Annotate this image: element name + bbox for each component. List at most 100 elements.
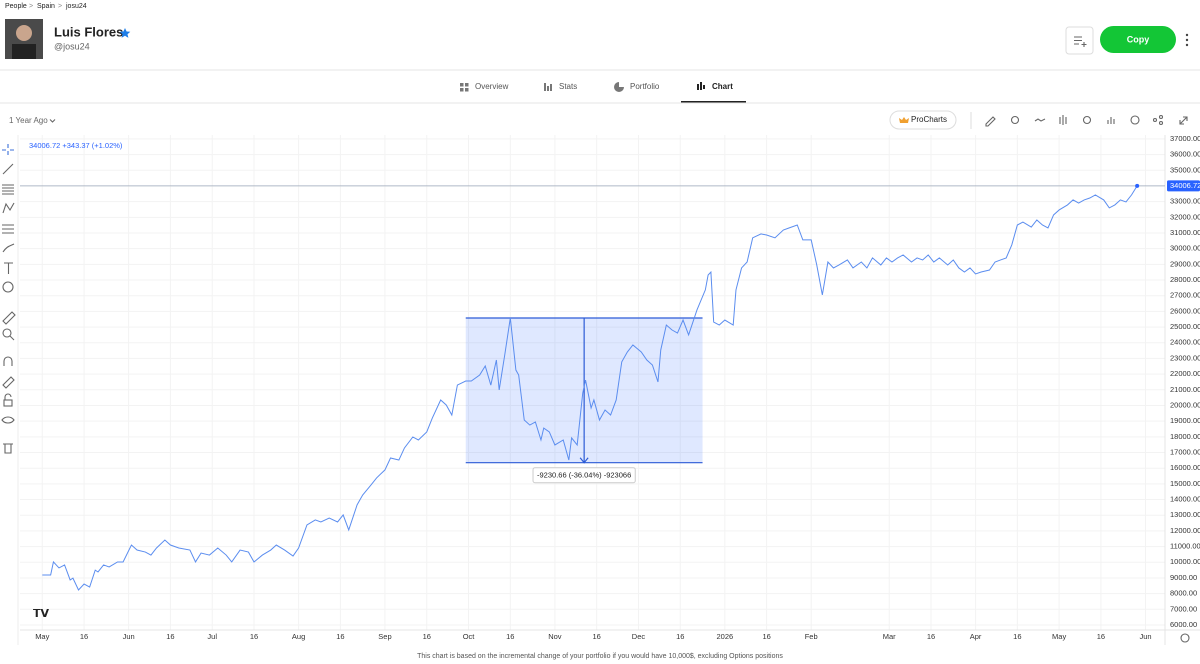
- chevron: [49, 119, 56, 123]
- tab-icon: [460, 83, 469, 92]
- tab-icon: [614, 82, 624, 92]
- x-tick-label: Feb: [805, 632, 818, 641]
- measure-label-bg: [532, 467, 636, 484]
- footer-note: This chart is based on the incremental c…: [417, 653, 783, 660]
- y-tick-label: 10000.00: [1170, 557, 1200, 566]
- procharts-label: ProCharts: [911, 115, 947, 124]
- y-tick-label: 27000.00: [1170, 291, 1200, 300]
- tab-active[interactable]: Chart: [712, 82, 733, 91]
- breadcrumb-item: josu24: [65, 3, 87, 10]
- copy-button[interactable]: [1100, 26, 1176, 53]
- y-tick-label: 22000.00: [1170, 369, 1200, 378]
- y-tick-label: 9000.00: [1170, 573, 1197, 582]
- settings-icon[interactable]: [1180, 633, 1190, 643]
- x-tick-label: Oct: [463, 632, 476, 641]
- x-tick-label: Mar: [883, 632, 896, 641]
- x-tick-label: Jun: [123, 632, 135, 641]
- toolbar-icons[interactable]: [985, 114, 1188, 127]
- x-tick-label: Apr: [970, 632, 982, 641]
- x-tick-label: 2026: [716, 632, 733, 641]
- y-tick-label: 37000.00: [1170, 134, 1200, 143]
- measure-arrow: [579, 317, 589, 464]
- y-tick-label: 30000.00: [1170, 244, 1200, 253]
- copy-label: Copy: [1127, 34, 1150, 44]
- y-tick-label: 11000.00: [1170, 542, 1200, 551]
- chart-legend: 34006.72 +343.37 (+1.02%): [29, 141, 123, 150]
- x-tick-label: 16: [506, 632, 514, 641]
- last-point: [1135, 183, 1140, 188]
- y-tick-label: 16000.00: [1170, 463, 1200, 472]
- x-tick-label: 16: [423, 632, 431, 641]
- y-tick-label: 6000.00: [1170, 620, 1197, 629]
- drawing-tools[interactable]: [1, 144, 16, 454]
- y-tick-label: 13000.00: [1170, 510, 1200, 519]
- x-tick-label: Sep: [378, 632, 391, 641]
- x-tick-label: 16: [80, 632, 88, 641]
- tab-icon: [544, 83, 552, 91]
- procharts-button[interactable]: [889, 110, 957, 130]
- x-tick-label: Nov: [548, 632, 562, 641]
- x-tick-label: May: [35, 632, 49, 641]
- y-tick-label: 26000.00: [1170, 306, 1200, 315]
- x-tick-label: 16: [166, 632, 174, 641]
- y-tick-label: 8000.00: [1170, 589, 1197, 598]
- x-tick-label: 16: [1097, 632, 1105, 641]
- y-tick-label: 24000.00: [1170, 338, 1200, 347]
- y-tick-label: 23000.00: [1170, 353, 1200, 362]
- avatar-face: [16, 25, 32, 41]
- profile-handle: @josu24: [54, 41, 90, 51]
- crown-icon: [899, 117, 909, 123]
- price-line: [42, 185, 1138, 591]
- star-icon: [119, 28, 131, 38]
- x-tick-label: 16: [250, 632, 258, 641]
- y-tick-label: 20000.00: [1170, 400, 1200, 409]
- y-tick-label: 12000.00: [1170, 526, 1200, 535]
- y-tick-label: 18000.00: [1170, 432, 1200, 441]
- last-price-tag: [1167, 180, 1200, 192]
- y-tick-label: 14000.00: [1170, 495, 1200, 504]
- x-tick-label: Jun: [1139, 632, 1151, 641]
- x-tick-label: Aug: [292, 632, 305, 641]
- more-menu[interactable]: [1185, 33, 1189, 47]
- y-tick-label: 36000.00: [1170, 150, 1200, 159]
- avatar-body: [12, 44, 36, 59]
- last-price-label: 34006.72: [1170, 181, 1200, 190]
- tab[interactable]: Portfolio: [630, 82, 660, 91]
- measure-label: -9230.66 (-36.04%) -923066: [537, 471, 631, 480]
- y-tick-label: 21000.00: [1170, 385, 1200, 394]
- range-selector[interactable]: 1 Year Ago: [9, 116, 48, 125]
- y-tick-label: 17000.00: [1170, 447, 1200, 456]
- y-tick-label: 29000.00: [1170, 259, 1200, 268]
- tradingview-logo: 𝗧𝗩: [33, 608, 50, 620]
- breadcrumb-item[interactable]: People: [5, 3, 27, 10]
- tab[interactable]: Overview: [475, 82, 509, 91]
- x-tick-label: 16: [336, 632, 344, 641]
- x-tick-label: 16: [927, 632, 935, 641]
- y-tick-label: 31000.00: [1170, 228, 1200, 237]
- y-tick-label: 32000.00: [1170, 212, 1200, 221]
- y-tick-label: 19000.00: [1170, 416, 1200, 425]
- x-tick-label: May: [1052, 632, 1066, 641]
- x-tick-label: Dec: [632, 632, 646, 641]
- y-tick-label: 33000.00: [1170, 197, 1200, 206]
- tab-underline: [681, 101, 746, 103]
- breadcrumb-item[interactable]: Spain: [37, 3, 55, 10]
- y-tick-label: 28000.00: [1170, 275, 1200, 284]
- x-tick-label: 16: [676, 632, 684, 641]
- x-tick-label: Jul: [207, 632, 217, 641]
- x-tick-label: 16: [593, 632, 601, 641]
- x-tick-label: 16: [1013, 632, 1021, 641]
- tab-icon: [697, 82, 705, 90]
- x-tick-label: 16: [762, 632, 770, 641]
- tab[interactable]: Stats: [559, 82, 577, 91]
- y-tick-label: 7000.00: [1170, 604, 1197, 613]
- breadcrumb-separator: >: [29, 3, 33, 10]
- chart: 6000.00 7000.00 8000.00 9000.00 10000.00 1100…: [20, 134, 1200, 645]
- breadcrumb-separator: >: [58, 3, 62, 10]
- y-tick-label: 35000.00: [1170, 165, 1200, 174]
- profile-name: Luis Flores: [54, 24, 123, 39]
- watchlist-icon: [1074, 36, 1087, 47]
- y-tick-label: 25000.00: [1170, 322, 1200, 331]
- y-tick-label: 15000.00: [1170, 479, 1200, 488]
